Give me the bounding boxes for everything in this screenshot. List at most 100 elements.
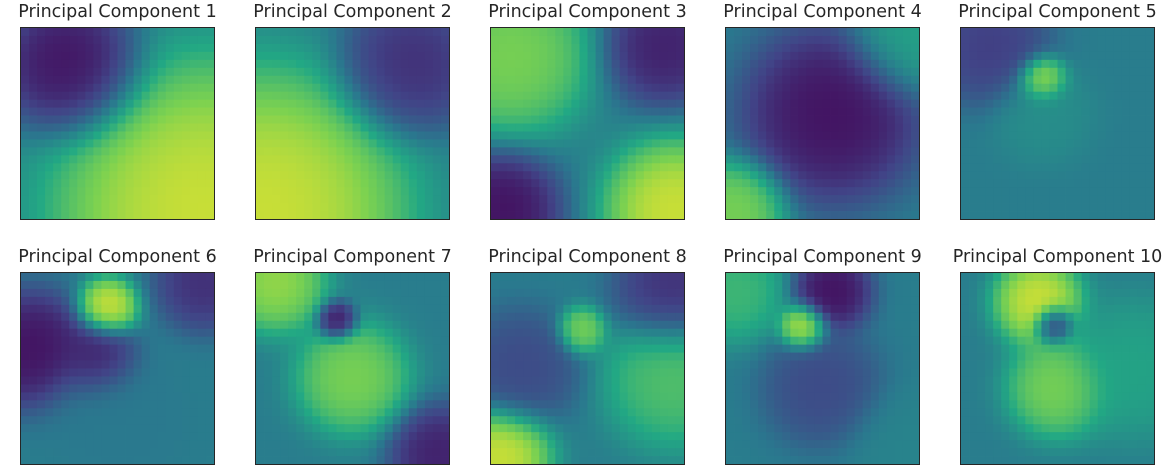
heatmap-cell — [312, 116, 320, 124]
heatmap-cell — [903, 116, 911, 124]
heatmap-cell — [344, 92, 352, 100]
heatmap-cell — [839, 289, 847, 297]
heatmap-cell — [21, 195, 29, 203]
heatmap-cell — [766, 147, 774, 155]
heatmap-cell — [499, 432, 507, 440]
heatmap-cell — [596, 432, 604, 440]
heatmap-cell — [69, 44, 77, 52]
heatmap-cell — [1017, 108, 1025, 116]
heatmap-cell — [85, 147, 93, 155]
heatmap-cell — [985, 124, 993, 132]
heatmap-cell — [385, 211, 393, 219]
heatmap-cell — [863, 84, 871, 92]
heatmap-cell — [304, 345, 312, 353]
heatmap-cell — [847, 131, 855, 139]
heatmap-cell — [1001, 131, 1009, 139]
heatmap-cell — [1082, 108, 1090, 116]
heatmap-cell — [361, 321, 369, 329]
heatmap-cell — [182, 329, 190, 337]
heatmap-cell — [1114, 139, 1122, 147]
heatmap-cell — [182, 273, 190, 281]
heatmap-cell — [1098, 179, 1106, 187]
heatmap-cell — [1066, 179, 1074, 187]
heatmap-cell — [620, 131, 628, 139]
heatmap-cell — [782, 28, 790, 36]
heatmap-cell — [150, 28, 158, 36]
heatmap-cell — [620, 313, 628, 321]
heatmap-cell — [1058, 108, 1066, 116]
heatmap-cell — [174, 448, 182, 456]
heatmap-cell — [256, 297, 264, 305]
heatmap-cell — [491, 36, 499, 44]
heatmap-cell — [596, 376, 604, 384]
heatmap-cell — [272, 76, 280, 84]
heatmap-cell — [401, 369, 409, 377]
heatmap-cell — [377, 131, 385, 139]
heatmap-cell — [280, 424, 288, 432]
heatmap-cell — [296, 155, 304, 163]
heatmap-cell — [69, 416, 77, 424]
heatmap-cell — [417, 384, 425, 392]
heatmap-cell — [758, 108, 766, 116]
heatmap-cell — [206, 28, 214, 36]
heatmap-cell — [150, 155, 158, 163]
heatmap-cell — [77, 376, 85, 384]
heatmap-cell — [871, 281, 879, 289]
heatmap-cell — [288, 195, 296, 203]
heatmap-cell — [806, 171, 814, 179]
heatmap-cell — [758, 353, 766, 361]
heatmap-cell — [361, 171, 369, 179]
heatmap-cell — [831, 108, 839, 116]
heatmap-cell — [21, 369, 29, 377]
heatmap-cell — [45, 203, 53, 211]
heatmap-cell — [579, 28, 587, 36]
heatmap-cell — [37, 171, 45, 179]
heatmap-cell — [1033, 155, 1041, 163]
heatmap-cell — [620, 108, 628, 116]
heatmap-cell — [61, 68, 69, 76]
heatmap-cell — [336, 68, 344, 76]
heatmap-cell — [806, 187, 814, 195]
heatmap-cell — [547, 203, 555, 211]
heatmap-cell — [660, 36, 668, 44]
heatmap-cell — [750, 384, 758, 392]
heatmap-cell — [190, 92, 198, 100]
heatmap-cell — [636, 456, 644, 464]
heatmap-cell — [393, 60, 401, 68]
heatmap-cell — [742, 60, 750, 68]
heatmap-cell — [604, 187, 612, 195]
heatmap-cell — [814, 155, 822, 163]
heatmap-cell — [174, 171, 182, 179]
heatmap-cell — [863, 139, 871, 147]
heatmap-cell — [555, 100, 563, 108]
heatmap-cell — [174, 195, 182, 203]
heatmap-cell — [1122, 68, 1130, 76]
heatmap-cell — [393, 440, 401, 448]
heatmap-cell — [69, 440, 77, 448]
heatmap-cell — [887, 353, 895, 361]
heatmap-cell — [676, 408, 684, 416]
heatmap-cell — [911, 92, 919, 100]
heatmap-cell — [491, 424, 499, 432]
heatmap-cell — [256, 400, 264, 408]
heatmap-cell — [547, 195, 555, 203]
heatmap-cell — [895, 28, 903, 36]
heatmap-cell — [750, 297, 758, 305]
heatmap-panel: Principal Component 1 — [0, 0, 235, 222]
heatmap-cell — [668, 108, 676, 116]
heatmap-cell — [353, 297, 361, 305]
heatmap-cell — [361, 211, 369, 219]
heatmap-cell — [903, 376, 911, 384]
heatmap-cell — [85, 424, 93, 432]
heatmap-cell — [555, 211, 563, 219]
heatmap-cell — [823, 36, 831, 44]
heatmap-cell — [515, 139, 523, 147]
heatmap-cell — [579, 313, 587, 321]
heatmap-cell — [969, 116, 977, 124]
heatmap-cell — [256, 337, 264, 345]
heatmap-cell — [296, 203, 304, 211]
heatmap-cell — [839, 361, 847, 369]
heatmap-cell — [596, 76, 604, 84]
heatmap-cell — [652, 408, 660, 416]
heatmap-cell — [158, 195, 166, 203]
